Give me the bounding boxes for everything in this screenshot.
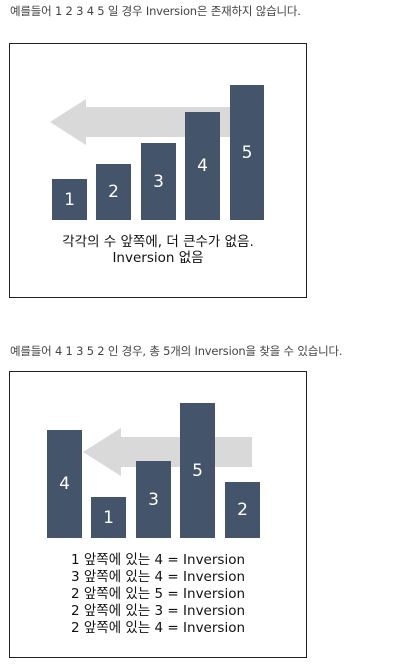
inversion-pair: 2 앞쪽에 있는 5 = Inversion	[70, 586, 246, 602]
bar-5: 5	[180, 403, 215, 538]
arrow-head	[83, 428, 121, 476]
intro-paragraph-2: 예를들어 4 1 3 5 2 인 경우, 총 5개의 Inversion을 찾을…	[10, 344, 343, 358]
bar-2: 2	[225, 482, 260, 538]
bar-4: 4	[185, 112, 220, 220]
inversion-pair: 1 앞쪽에 있는 4 = Inversion	[70, 552, 246, 568]
bar-5: 5	[230, 85, 264, 220]
intro-paragraph-1: 예를들어 1 2 3 4 5 일 경우 Inversion은 존재하지 않습니다…	[10, 4, 301, 18]
caption-line-1: 각각의 수 앞쪽에, 더 큰수가 없음.	[62, 234, 254, 250]
bar-1: 1	[52, 179, 87, 220]
bar-3: 3	[141, 143, 176, 220]
figure-inversion-example: 4 1 3 5 2 1 앞쪽에 있는 4 = Inversion 3 앞쪽에 있…	[9, 371, 307, 658]
inversion-list: 1 앞쪽에 있는 4 = Inversion 3 앞쪽에 있는 4 = Inve…	[10, 552, 306, 637]
inversion-pair: 2 앞쪽에 있는 3 = Inversion	[70, 603, 246, 619]
caption-line-2: Inversion 없음	[112, 250, 204, 266]
bar-3: 3	[136, 461, 171, 538]
bar-2: 2	[96, 164, 131, 220]
figure-sorted-example: 1 2 3 4 5 각각의 수 앞쪽에, 더 큰수가 없음. Inversion…	[9, 43, 307, 298]
figure-caption: 각각의 수 앞쪽에, 더 큰수가 없음. Inversion 없음	[10, 234, 306, 266]
bar-1: 1	[91, 497, 126, 538]
inversion-pair: 2 앞쪽에 있는 4 = Inversion	[70, 620, 246, 636]
inversion-pair: 3 앞쪽에 있는 4 = Inversion	[70, 569, 246, 585]
bar-4: 4	[47, 430, 82, 538]
arrow-head	[50, 99, 86, 145]
